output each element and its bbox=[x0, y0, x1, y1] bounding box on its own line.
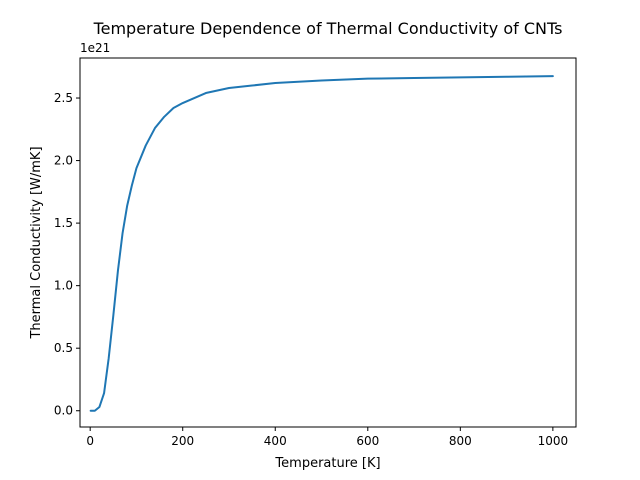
x-tick-label: 200 bbox=[171, 434, 194, 448]
plot-frame bbox=[79, 57, 577, 428]
y-tick-label: 2.0 bbox=[54, 154, 73, 168]
y-tick-label: 0.5 bbox=[54, 341, 73, 355]
y-offset-label: 1e21 bbox=[80, 41, 110, 55]
chart-title: Temperature Dependence of Thermal Conduc… bbox=[93, 19, 563, 38]
x-tick-label: 800 bbox=[449, 434, 472, 448]
series-layer bbox=[89, 75, 554, 412]
x-tick-label: 600 bbox=[356, 434, 379, 448]
x-tick-label: 400 bbox=[264, 434, 287, 448]
x-tick-label: 0 bbox=[86, 434, 94, 448]
y-axis: 0.0 0.5 1.0 1.5 2.0 2.5 bbox=[54, 91, 80, 418]
x-axis-label: Temperature [K] bbox=[274, 456, 380, 471]
y-tick-label: 1.0 bbox=[54, 279, 73, 293]
y-axis-label: Thermal Conductivity [W/mK] bbox=[29, 146, 44, 339]
y-tick-label: 0.0 bbox=[54, 404, 73, 418]
x-tick-label: 1000 bbox=[538, 434, 569, 448]
y-tick-label: 2.5 bbox=[54, 91, 73, 105]
x-axis: 0 200 400 600 800 1000 bbox=[86, 427, 568, 448]
series-line bbox=[89, 75, 554, 412]
y-tick-label: 1.5 bbox=[54, 216, 73, 230]
